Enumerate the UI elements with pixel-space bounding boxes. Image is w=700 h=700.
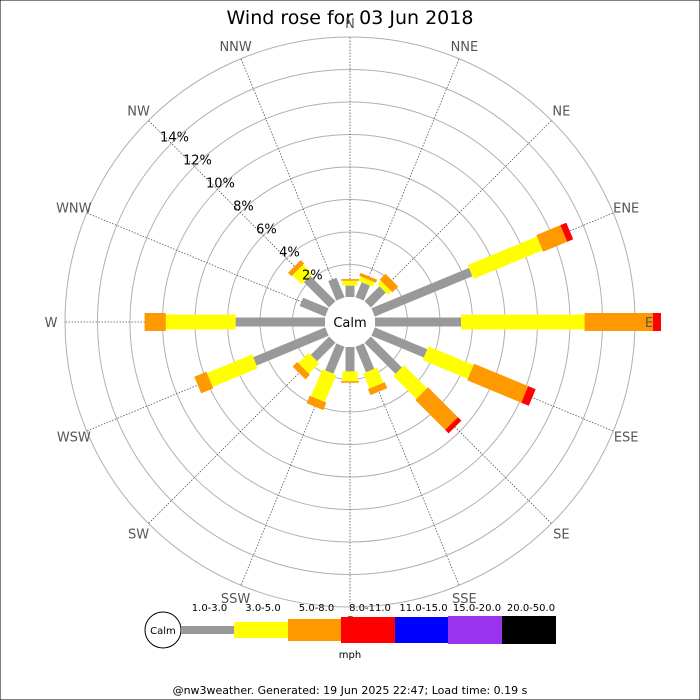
bar-ese-1 [422, 346, 474, 379]
direction-label-ene: ENE [613, 202, 639, 217]
bar-nw-0 [303, 275, 336, 308]
bar-ese-0 [371, 327, 428, 358]
ring-label: 8% [233, 199, 254, 214]
bar-ene-2 [536, 225, 568, 252]
bar-ene-0 [371, 267, 473, 317]
ring-label: 4% [279, 245, 300, 260]
legend-swatch [234, 622, 288, 638]
bar-ssw-2 [306, 395, 327, 411]
bar-nne-2 [359, 272, 378, 283]
bar-se-2 [415, 387, 458, 430]
direction-label-wsw: WSW [57, 430, 91, 445]
spoke-line [86, 212, 328, 313]
legend: Calm 1.0-3.0 3.0-5.0 5.0-8.0 8.0-11.0 11.0-15… [144, 603, 556, 661]
bar-ssw-1 [311, 369, 337, 402]
calm-label: Calm [333, 316, 366, 331]
ring-label: 14% [160, 131, 189, 146]
footer-text: @nw3weather. Generated: 19 Jun 2025 22:4… [173, 684, 528, 697]
bar-nw-2 [288, 260, 305, 277]
ring-label: 12% [183, 153, 212, 168]
bar-n-0 [345, 285, 355, 297]
legend-units: mph [339, 650, 361, 661]
direction-label-ssw: SSW [221, 592, 251, 607]
bar-ne-1 [377, 280, 392, 295]
bar-e-1 [461, 314, 585, 330]
direction-label-w: W [45, 316, 58, 331]
legend-label: 1.0-3.0 [192, 603, 227, 614]
ring-label: 2% [302, 268, 323, 283]
bar-e-3 [652, 313, 661, 331]
bar-wnw-0 [299, 297, 329, 317]
bar-ne-0 [364, 286, 386, 308]
legend-swatch [502, 616, 556, 644]
bar-nne-0 [355, 282, 370, 301]
legend-swatch [181, 626, 234, 634]
bar-se-3 [445, 417, 462, 434]
legend-label: 20.0-50.0 [507, 603, 555, 614]
direction-label-ese: ESE [614, 430, 639, 445]
ring-label: 6% [256, 222, 277, 237]
bar-w-0 [235, 317, 325, 327]
direction-label-ne: NE [552, 105, 570, 120]
bar-nw-1 [292, 264, 313, 285]
legend-label: 11.0-15.0 [399, 603, 447, 614]
legend-label: 15.0-20.0 [453, 603, 501, 614]
direction-label-nw: NW [127, 105, 150, 120]
legend-swatch [395, 617, 448, 643]
direction-label-nnw: NNW [219, 40, 251, 55]
spoke-line [367, 120, 552, 305]
direction-label-sse: SSE [452, 592, 477, 607]
bar-wsw-2 [194, 371, 214, 394]
bar-e-0 [375, 317, 462, 327]
spoke-line [240, 58, 341, 300]
direction-label-e: E [645, 316, 653, 331]
bar-nnw-0 [328, 277, 345, 301]
ring-label: 10% [206, 176, 235, 191]
bar-sw-0 [310, 336, 336, 362]
bar-s-0 [345, 347, 355, 372]
calm-center: Calm [325, 297, 375, 347]
calm-circle [325, 297, 375, 347]
bar-e-2 [584, 313, 653, 331]
bar-ese-3 [521, 386, 536, 406]
bar-w-2 [144, 313, 166, 331]
direction-label-n: N [345, 17, 355, 32]
bar-s-2 [341, 381, 359, 383]
bar-wsw-1 [206, 354, 258, 387]
bar-sw-1 [298, 352, 320, 374]
bar-ssw-0 [325, 343, 345, 374]
legend-swatch [448, 616, 502, 644]
bar-nne-1 [358, 276, 375, 287]
legend-label: 8.0-11.0 [349, 603, 391, 614]
bar-ne-2 [379, 273, 399, 293]
legend-label: 5.0-8.0 [299, 603, 334, 614]
bar-sw-2 [292, 362, 310, 380]
bar-ene-1 [467, 236, 543, 279]
bar-sse-0 [355, 343, 375, 373]
wind-bars [144, 222, 661, 434]
bar-sse-1 [363, 367, 384, 389]
bar-sse-2 [368, 382, 388, 396]
legend-calm-label: Calm [150, 626, 176, 637]
bar-n-2 [341, 279, 359, 281]
direction-label-se: SE [553, 527, 569, 542]
bar-ene-3 [560, 222, 574, 242]
direction-label-sw: SW [128, 527, 149, 542]
direction-label-wnw: WNW [56, 202, 92, 217]
legend-swatch [288, 619, 341, 641]
bar-se-0 [364, 336, 402, 374]
chart-title: Wind rose for 03 Jun 2018 [227, 7, 474, 29]
legend-swatch [341, 617, 395, 643]
bar-n-1 [342, 280, 358, 286]
bar-wsw-0 [253, 327, 329, 366]
bar-w-1 [165, 314, 236, 330]
bar-s-1 [342, 371, 358, 382]
bar-ese-2 [467, 363, 529, 403]
bar-se-1 [393, 365, 427, 399]
direction-label-nne: NNE [451, 40, 479, 55]
legend-label: 3.0-5.0 [245, 603, 280, 614]
ring-labels: 2%4%6%8% 10% 12% 14% [160, 131, 323, 284]
spoke-line [359, 58, 460, 300]
